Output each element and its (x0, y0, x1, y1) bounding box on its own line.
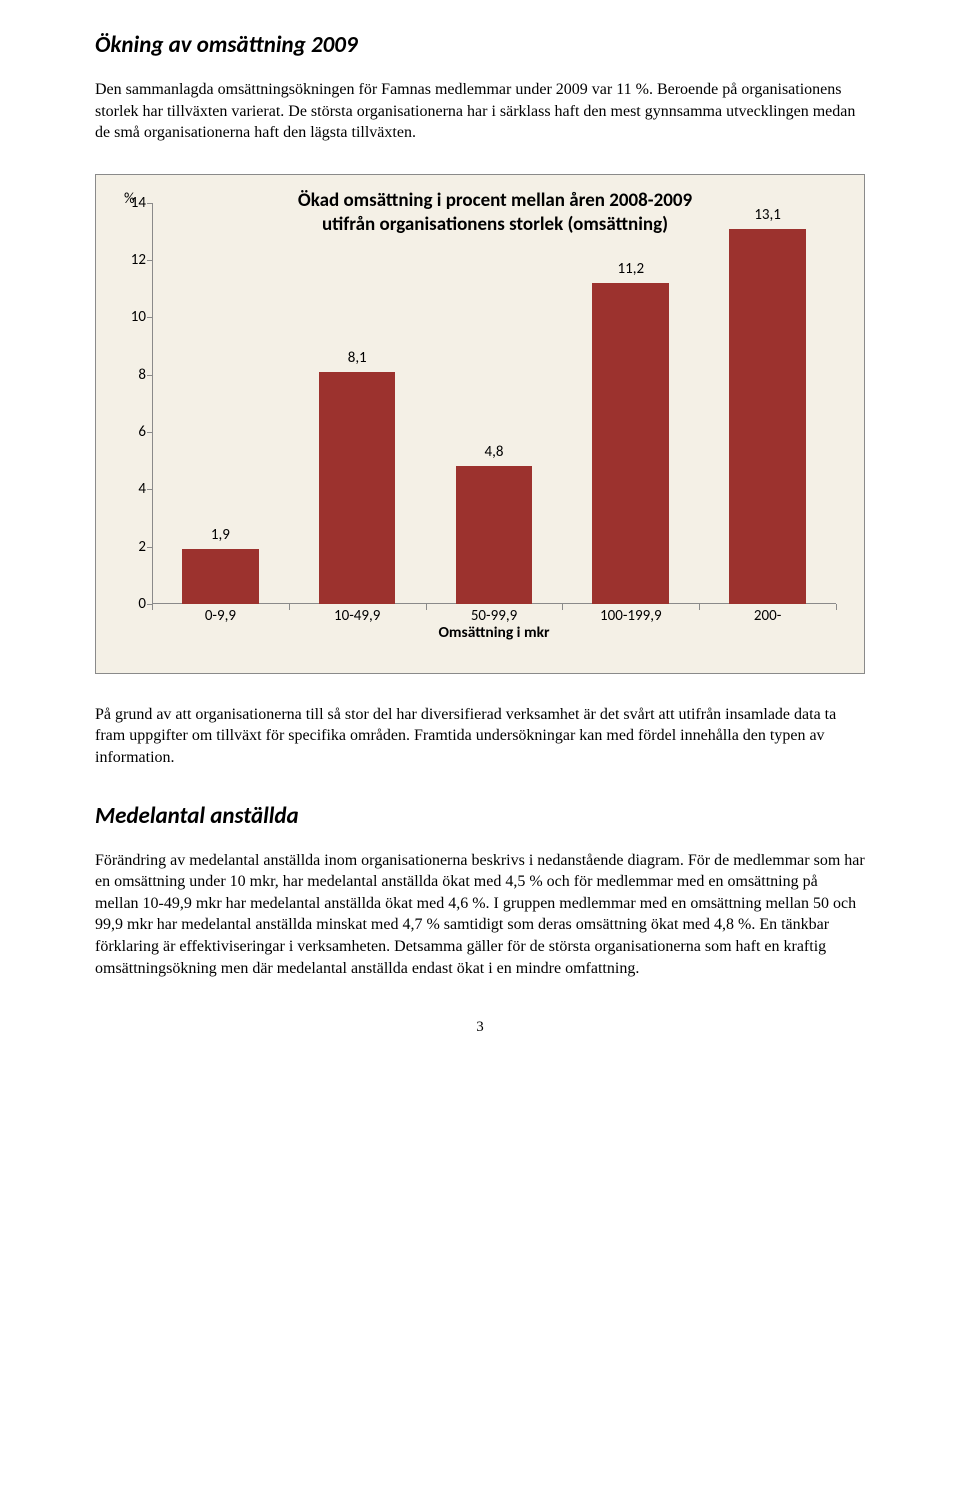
y-axis-line (152, 203, 153, 604)
y-tick-label: 2 (122, 536, 146, 556)
x-category-label: 10-49,9 (334, 606, 380, 626)
y-tick-mark (147, 547, 152, 548)
x-tick-mark (426, 604, 427, 610)
x-tick-mark (699, 604, 700, 610)
bar-value-label: 4,8 (485, 442, 504, 466)
y-tick-mark (147, 260, 152, 261)
y-tick-mark (147, 432, 152, 433)
x-tick-mark (289, 604, 290, 610)
chart-bar (456, 466, 533, 603)
y-tick-label: 0 (122, 594, 146, 614)
bar-value-label: 11,2 (618, 259, 645, 283)
bar-value-label: 8,1 (348, 348, 367, 372)
chart-bar (592, 283, 669, 604)
y-tick-mark (147, 203, 152, 204)
y-tick-label: 14 (122, 193, 146, 213)
section-heading-1: Ökning av omsättning 2009 (95, 30, 865, 61)
bar-value-label: 1,9 (211, 525, 230, 549)
y-tick-mark (147, 317, 152, 318)
chart-bar (729, 229, 806, 604)
x-tick-mark (562, 604, 563, 610)
y-tick-label: 8 (122, 365, 146, 385)
y-tick-label: 4 (122, 479, 146, 499)
paragraph-2: På grund av att organisationerna till så… (95, 704, 865, 769)
chart-inner: % Ökad omsättning i procent mellan åren … (114, 189, 846, 659)
chart-container: % Ökad omsättning i procent mellan åren … (95, 174, 865, 674)
x-category-label: 100-199,9 (600, 606, 662, 626)
page-number: 3 (95, 1017, 865, 1037)
x-category-label: 200- (754, 606, 781, 626)
x-category-label: 0-9,9 (205, 606, 236, 626)
chart-bar (319, 372, 396, 604)
section-heading-2: Medelantal anställda (95, 801, 865, 832)
paragraph-1: Den sammanlagda omsättningsökningen för … (95, 79, 865, 144)
y-tick-mark (147, 375, 152, 376)
y-tick-label: 6 (122, 422, 146, 442)
chart-bar (182, 549, 259, 603)
x-axis-title: Omsättning i mkr (152, 623, 836, 644)
x-tick-mark (836, 604, 837, 610)
y-tick-label: 12 (122, 250, 146, 270)
x-category-label: 50-99,9 (471, 606, 517, 626)
chart-plot-area: Omsättning i mkr 024681012141,90-9,98,11… (152, 203, 836, 604)
y-tick-mark (147, 489, 152, 490)
y-tick-label: 10 (122, 307, 146, 327)
x-tick-mark (152, 604, 153, 610)
paragraph-3: Förändring av medelantal anställda inom … (95, 850, 865, 980)
bar-value-label: 13,1 (754, 204, 781, 228)
